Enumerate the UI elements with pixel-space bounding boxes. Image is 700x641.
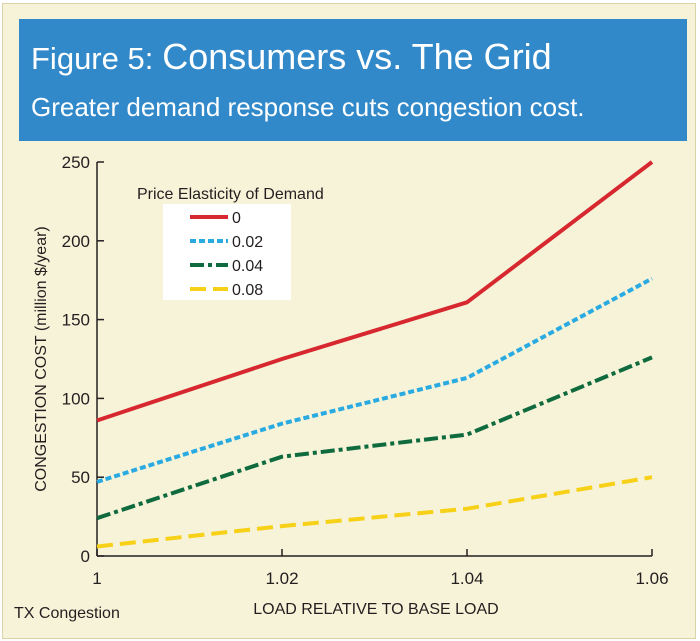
- x-axis-title: LOAD RELATIVE TO BASE LOAD: [253, 601, 498, 618]
- figure-subtitle: Greater demand response cuts congestion …: [31, 92, 585, 122]
- chart-axes: [96, 162, 652, 557]
- figure-label: Figure 5:: [31, 41, 154, 76]
- legend: Price Elasticity of Demand 0 0.02 0.04 0.08: [137, 186, 324, 300]
- y-tick-label: 150: [62, 311, 90, 330]
- y-tick-label: 50: [71, 468, 90, 487]
- series-line-0: [96, 160, 654, 423]
- figure-title: Figure 5: Consumers vs. The Grid: [31, 36, 552, 78]
- legend-label: 0: [232, 210, 241, 227]
- series-line-0.04: [96, 355, 653, 521]
- x-tick-label: 1: [92, 569, 101, 588]
- y-tick-label: 250: [62, 153, 90, 172]
- series-line-0.02: [96, 276, 653, 484]
- legend-items: 0 0.02 0.04 0.08: [190, 210, 263, 299]
- legend-label: 0.04: [232, 258, 263, 275]
- title-banner: [19, 19, 687, 141]
- y-tick-label: 200: [62, 232, 90, 251]
- x-tick-label: 1.02: [265, 569, 298, 588]
- x-tick-label: 1.06: [635, 569, 668, 588]
- plot-series: [96, 160, 654, 549]
- legend-label: 0.08: [232, 282, 263, 299]
- figure-title-text: Consumers vs. The Grid: [162, 36, 552, 77]
- y-tick-label: 100: [62, 389, 90, 408]
- y-axis-title: CONGESTION COST (million $/year): [33, 226, 50, 492]
- y-ticks: 0 50 100 150 200 250: [62, 153, 104, 566]
- legend-label: 0.02: [232, 234, 263, 251]
- legend-box: [163, 204, 291, 300]
- x-tick-label: 1.04: [450, 569, 483, 588]
- figure-card: Figure 5: Consumers vs. The Grid Greater…: [2, 3, 696, 639]
- source-note: TX Congestion: [14, 605, 120, 622]
- x-ticks: 1 1.02 1.04 1.06: [92, 549, 669, 588]
- y-tick-label: 0: [81, 547, 90, 566]
- legend-title: Price Elasticity of Demand: [137, 186, 324, 203]
- series-line-0.08: [96, 475, 653, 549]
